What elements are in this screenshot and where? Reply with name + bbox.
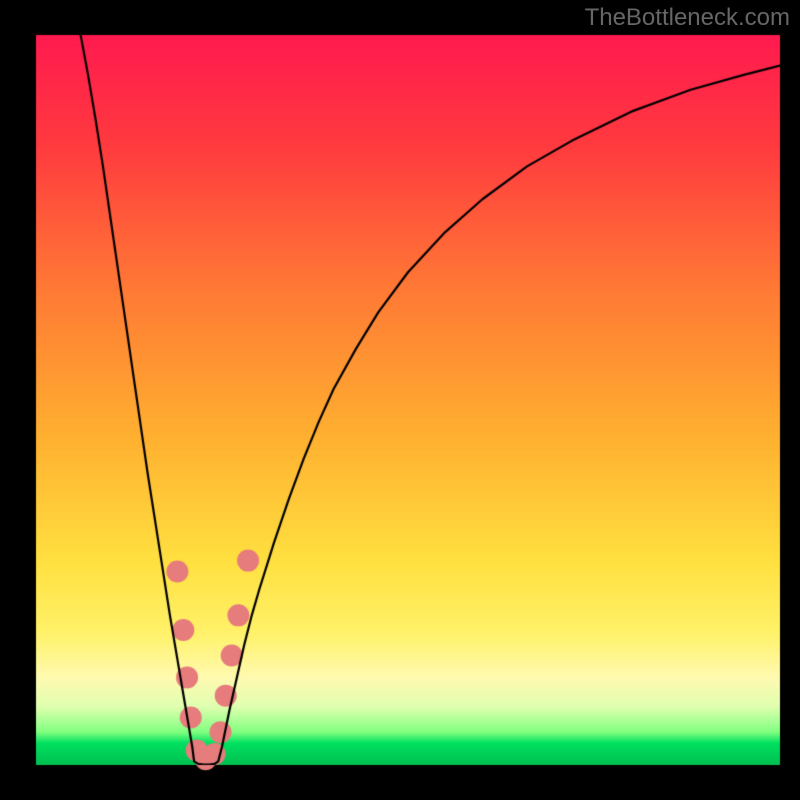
bottleneck-chart-canvas [0, 0, 800, 800]
watermark-text: TheBottleneck.com [585, 4, 790, 32]
chart-root: TheBottleneck.com [0, 0, 800, 800]
